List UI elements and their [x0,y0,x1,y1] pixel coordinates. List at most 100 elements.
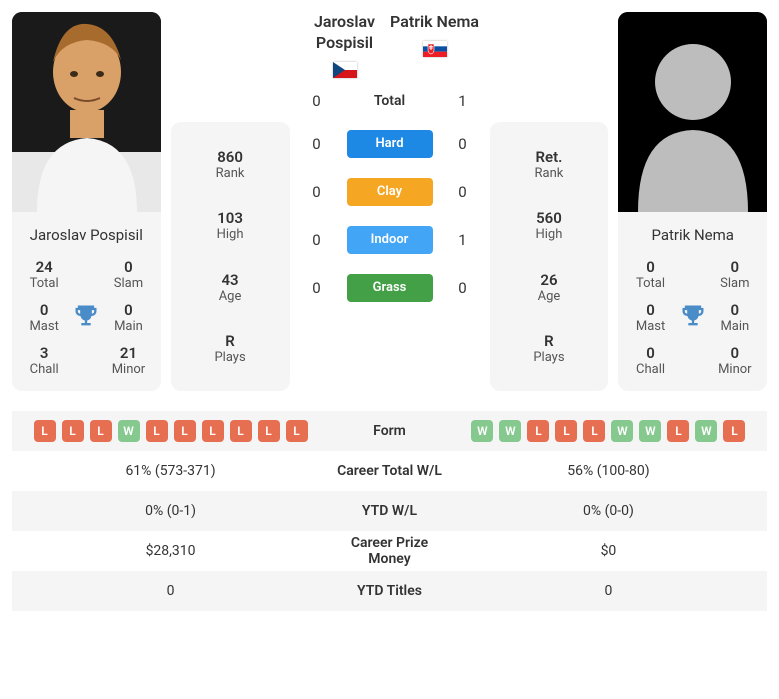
comparison-table: LLLWLLLLLLFormWWLLLWWLWL61% (573-371)Car… [12,411,767,611]
form-badge: L [286,420,308,442]
player2-photo [618,12,767,212]
form-badge: L [62,420,84,442]
table-cell-label: Career Prize Money [329,535,450,567]
h2h-row: 0 Clay 0 [300,178,480,206]
rank-label: Rank [490,166,609,181]
table-cell-p1: $28,310 [12,543,329,559]
player1-mast-val: 0 [20,301,68,319]
table-cell-label: YTD W/L [329,503,450,519]
h2h-p1-value: 0 [307,279,327,297]
h2h-p2-value: 1 [453,92,473,110]
minor-label: Minor [104,362,152,377]
table-cell-p2: 56% (100-80) [450,463,767,479]
player1-photo-placeholder [12,12,161,212]
high-label: High [171,227,290,242]
main-label: Main [711,319,759,334]
table-cell-label: YTD Titles [329,583,450,599]
player1-plays-val: R [171,332,290,350]
plays-label: Plays [490,350,609,365]
trophy-icon [72,302,100,334]
surface-pill: Clay [347,178,433,206]
minor-label: Minor [711,362,759,377]
table-cell-p2: $0 [450,543,767,559]
h2h-rows: 0Total10Hard00Clay00Indoor10Grass0 [300,32,480,302]
form-badge: W [611,420,633,442]
form-badge: L [667,420,689,442]
table-cell-label: Career Total W/L [329,463,450,479]
player1-slam-val: 0 [104,258,152,276]
table-row: 61% (573-371)Career Total W/L56% (100-80… [12,451,767,491]
form-badge: W [639,420,661,442]
form-badge: L [230,420,252,442]
player2-photo-placeholder [618,12,767,212]
player2-minor-val: 0 [711,344,759,362]
form-label: Form [329,423,450,439]
form-badge: L [723,420,745,442]
chall-label: Chall [626,362,674,377]
table-row: $28,310Career Prize Money$0 [12,531,767,571]
h2h-p2-value: 1 [453,231,473,249]
form-badge: L [174,420,196,442]
player1-card-name: Jaroslav Pospisil [20,226,153,244]
player2-high-val: 560 [490,209,609,227]
surface-pill: Indoor [347,226,433,254]
form-row: LLLWLLLLLLFormWWLLLWWLWL [12,411,767,451]
h2h-row: 0Indoor1 [300,226,480,254]
mast-label: Mast [20,319,68,334]
form-badge: L [258,420,280,442]
h2h-p2-value: 0 [453,183,473,201]
player1-rank-val: 860 [171,148,290,166]
player1-titles-grid: 24 Total 0 Slam 0 Mast 0 Main [20,258,153,377]
comparison-top: Jaroslav Pospisil 24 Total 0 Slam 0 Mast [12,12,767,391]
h2h-p1-value: 0 [307,183,327,201]
player2-rank-val: Ret. [490,148,609,166]
player1-main-val: 0 [104,301,152,319]
form-badge: L [527,420,549,442]
age-label: Age [171,289,290,304]
h2h-p2-value: 0 [453,135,473,153]
h2h-p1-value: 0 [307,92,327,110]
h2h-row: 0 Grass 0 [300,274,480,302]
table-cell-p2: 0 [450,583,767,599]
table-cell-p1: 61% (573-371) [12,463,329,479]
table-cell-p1: 0 [12,583,329,599]
rank-label: Rank [171,166,290,181]
main-label: Main [104,319,152,334]
table-row: 0YTD Titles0 [12,571,767,611]
player2-plays-val: R [490,332,609,350]
player2-chall-val: 0 [626,344,674,362]
slam-label: Slam [711,276,759,291]
player2-titles-grid: 0Total 0Slam 0Mast 0Main 0Chall 0Minor [626,258,759,377]
player1-age-val: 43 [171,271,290,289]
form-badge: L [202,420,224,442]
form-badge: W [499,420,521,442]
form-badge: W [471,420,493,442]
player2-card: Patrik Nema 0Total 0Slam 0Mast 0Main 0Ch… [618,12,767,391]
player2-main-val: 0 [711,301,759,319]
player1-photo [12,12,161,212]
form-badges: LLLWLLLLLL [12,420,329,442]
mast-label: Mast [626,319,674,334]
table-row: 0% (0-1)YTD W/L0% (0-0) [12,491,767,531]
total-label: Total [20,276,68,291]
player1-stats: 860Rank 103High 43Age RPlays [171,122,290,391]
h2h-total-label: Total [347,93,433,109]
slam-label: Slam [104,276,152,291]
form-badge: W [695,420,717,442]
player2-name: Patrik Nema [390,12,480,33]
player1-chall-val: 3 [20,344,68,362]
chall-label: Chall [20,362,68,377]
h2h-row: 0Hard0 [300,130,480,158]
player2-stats: Ret.Rank 560High 26Age RPlays [490,122,609,391]
player1-minor-val: 21 [104,344,152,362]
form-badge: L [34,420,56,442]
player2-slam-val: 0 [711,258,759,276]
player2-card-name: Patrik Nema [626,226,759,244]
h2h-p2-value: 0 [453,279,473,297]
form-badge: L [583,420,605,442]
player2-total-val: 0 [626,258,674,276]
table-cell-p2: 0% (0-0) [450,503,767,519]
plays-label: Plays [171,350,290,365]
surface-pill: Grass [347,274,433,302]
head-to-head-column: JaroslavPospisil Patrik Nema 0Total10Har… [300,12,480,391]
